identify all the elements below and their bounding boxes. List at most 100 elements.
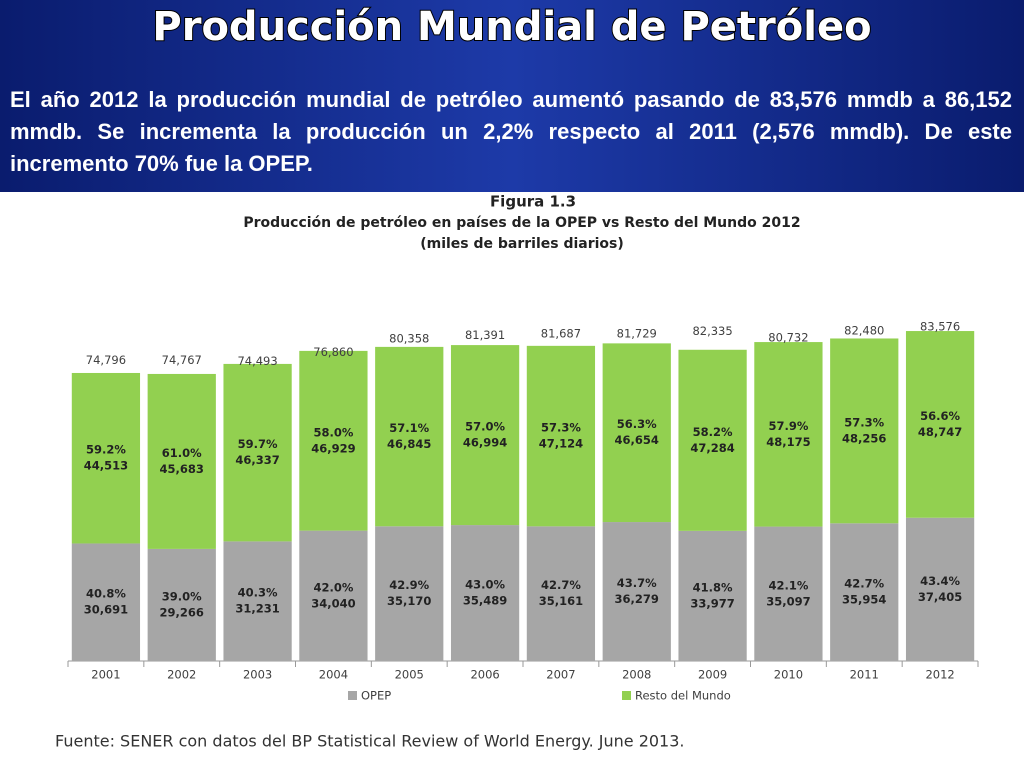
value-label: 29,266 bbox=[160, 605, 204, 619]
bar-segment bbox=[375, 346, 444, 527]
x-tick-label: 2005 bbox=[395, 668, 424, 682]
bar-segment bbox=[905, 331, 975, 518]
total-label: 74,767 bbox=[162, 353, 202, 367]
x-tick-label: 2002 bbox=[167, 668, 196, 682]
value-label: 48,747 bbox=[918, 425, 962, 439]
figure-label: Figura 1.3 bbox=[490, 193, 576, 211]
bar-segment bbox=[299, 530, 368, 661]
percent-label: 43.7% bbox=[617, 576, 657, 590]
percent-label: 59.2% bbox=[86, 443, 126, 457]
total-label: 76,860 bbox=[313, 345, 353, 359]
percent-label: 41.8% bbox=[693, 580, 733, 594]
total-label: 82,335 bbox=[692, 324, 732, 338]
percent-label: 39.0% bbox=[162, 589, 202, 603]
percent-label: 42.0% bbox=[313, 580, 353, 594]
chart: Figura 1.3 Producción de petróleo en paí… bbox=[55, 193, 979, 751]
bar-segment bbox=[678, 530, 747, 661]
value-label: 35,161 bbox=[539, 594, 583, 608]
percent-label: 57.9% bbox=[768, 419, 808, 433]
x-tick-label: 2003 bbox=[243, 668, 272, 682]
total-label: 80,358 bbox=[389, 332, 429, 346]
value-label: 34,040 bbox=[311, 596, 355, 610]
chart-title: Producción de petróleo en países de la O… bbox=[243, 215, 800, 231]
bar-segment bbox=[299, 350, 368, 531]
bar-segment bbox=[375, 526, 444, 661]
value-label: 36,279 bbox=[615, 592, 659, 606]
bar-segment bbox=[754, 526, 823, 661]
bar-segment bbox=[602, 522, 671, 661]
percent-label: 57.0% bbox=[465, 420, 505, 434]
legend-swatch bbox=[622, 691, 631, 700]
value-label: 47,284 bbox=[690, 441, 734, 455]
total-label: 74,493 bbox=[237, 354, 277, 368]
bar-segment bbox=[830, 338, 899, 524]
percent-label: 40.3% bbox=[238, 586, 278, 600]
percent-label: 57.3% bbox=[844, 415, 884, 429]
percent-label: 43.4% bbox=[920, 574, 960, 588]
value-label: 35,954 bbox=[842, 593, 886, 607]
percent-label: 40.8% bbox=[86, 587, 126, 601]
value-label: 47,124 bbox=[539, 437, 583, 451]
percent-label: 58.0% bbox=[313, 425, 353, 439]
bar-segment bbox=[450, 525, 520, 661]
value-label: 46,845 bbox=[387, 437, 431, 451]
value-label: 46,994 bbox=[463, 436, 507, 450]
total-label: 81,729 bbox=[617, 326, 657, 340]
value-label: 30,691 bbox=[84, 603, 128, 617]
percent-label: 58.2% bbox=[693, 425, 733, 439]
bar-segment bbox=[754, 342, 823, 527]
bar-segment bbox=[223, 363, 292, 542]
value-label: 48,256 bbox=[842, 431, 886, 445]
percent-label: 56.3% bbox=[617, 417, 657, 431]
bar-segment bbox=[602, 343, 671, 523]
bar-segment bbox=[147, 548, 216, 661]
percent-label: 57.3% bbox=[541, 421, 581, 435]
bar-segment bbox=[223, 541, 292, 661]
x-tick-label: 2008 bbox=[622, 668, 651, 682]
x-tick-label: 2006 bbox=[470, 668, 499, 682]
bar-segment bbox=[526, 345, 596, 527]
x-tick-label: 2012 bbox=[925, 668, 954, 682]
x-tick-label: 2004 bbox=[319, 668, 348, 682]
total-label: 81,687 bbox=[541, 327, 581, 341]
source: Fuente: SENER con datos del BP Statistic… bbox=[55, 732, 685, 751]
value-label: 31,231 bbox=[235, 602, 279, 616]
value-label: 46,654 bbox=[615, 433, 659, 447]
value-label: 44,513 bbox=[84, 459, 128, 473]
percent-label: 42.9% bbox=[389, 578, 429, 592]
percent-label: 59.7% bbox=[238, 437, 278, 451]
bar-segment bbox=[905, 517, 975, 661]
header: Producción Mundial de Petróleo El año 20… bbox=[0, 0, 1024, 192]
value-label: 46,337 bbox=[235, 453, 279, 467]
percent-label: 57.1% bbox=[389, 421, 429, 435]
value-label: 45,683 bbox=[160, 462, 204, 476]
bar-segment bbox=[526, 526, 596, 661]
value-label: 33,977 bbox=[690, 596, 734, 610]
x-tick-label: 2011 bbox=[850, 668, 879, 682]
value-label: 35,097 bbox=[766, 594, 810, 608]
x-tick-label: 2009 bbox=[698, 668, 727, 682]
legend-label: Resto del Mundo bbox=[635, 689, 731, 703]
bar-segment bbox=[71, 372, 141, 544]
percent-label: 42.7% bbox=[541, 578, 581, 592]
slide-title: Producción Mundial de Petróleo bbox=[151, 3, 872, 51]
total-label: 83,576 bbox=[920, 319, 960, 333]
x-tick-label: 2010 bbox=[774, 668, 803, 682]
value-label: 35,170 bbox=[387, 594, 431, 608]
value-label: 48,175 bbox=[766, 435, 810, 449]
percent-label: 61.0% bbox=[162, 446, 202, 460]
bar-segment bbox=[450, 345, 520, 526]
percent-label: 42.1% bbox=[768, 578, 808, 592]
value-label: 37,405 bbox=[918, 590, 962, 604]
total-label: 81,391 bbox=[465, 328, 505, 342]
percent-label: 42.7% bbox=[844, 577, 884, 591]
x-tick-label: 2001 bbox=[91, 668, 120, 682]
bar-segment bbox=[71, 543, 141, 661]
legend-label: OPEP bbox=[361, 689, 391, 703]
legend-swatch bbox=[348, 691, 357, 700]
x-tick-label: 2007 bbox=[546, 668, 575, 682]
percent-label: 56.6% bbox=[920, 409, 960, 423]
total-label: 74,796 bbox=[86, 353, 126, 367]
total-label: 80,732 bbox=[768, 330, 808, 344]
total-label: 82,480 bbox=[844, 324, 884, 338]
